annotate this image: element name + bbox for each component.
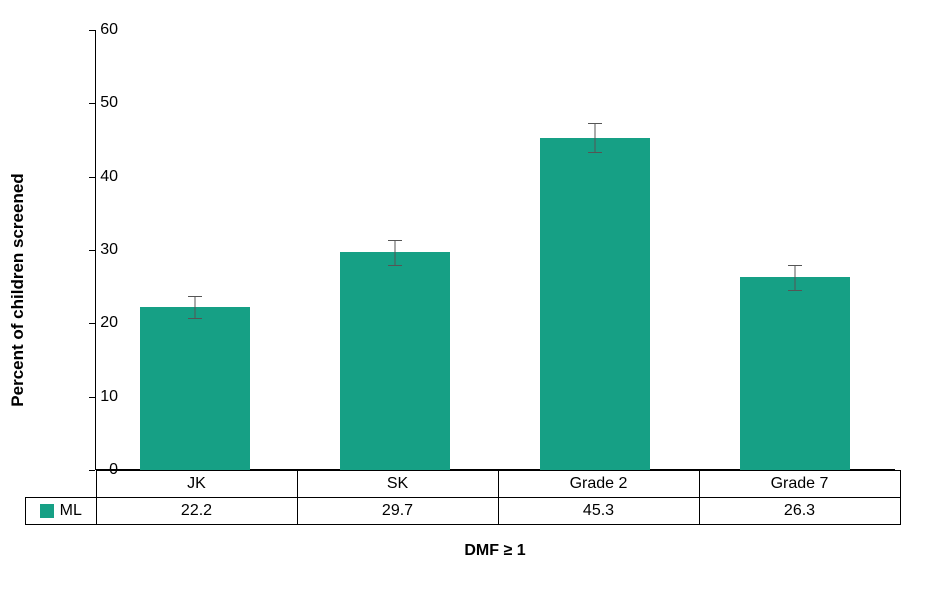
error-bar bbox=[195, 296, 196, 318]
plot-area bbox=[95, 30, 895, 470]
x-axis-label: DMF ≥ 1 bbox=[95, 542, 895, 560]
bar bbox=[740, 277, 850, 470]
value-cell: 45.3 bbox=[498, 498, 699, 525]
error-cap bbox=[388, 240, 402, 241]
error-cap bbox=[388, 265, 402, 266]
error-bar bbox=[795, 265, 796, 290]
error-cap bbox=[788, 290, 802, 291]
error-bar bbox=[395, 240, 396, 265]
bar bbox=[540, 138, 650, 470]
data-table: JKSKGrade 2Grade 7 ML 22.229.745.326.3 bbox=[25, 470, 901, 525]
ytick-label: 60 bbox=[78, 21, 118, 39]
error-cap bbox=[788, 265, 802, 266]
ytick-label: 20 bbox=[78, 314, 118, 332]
category-cell: Grade 7 bbox=[699, 471, 900, 498]
value-cell: 22.2 bbox=[96, 498, 297, 525]
error-bar bbox=[595, 123, 596, 152]
ytick-label: 10 bbox=[78, 388, 118, 406]
category-cell: SK bbox=[297, 471, 498, 498]
ytick-label: 40 bbox=[78, 168, 118, 186]
error-cap bbox=[588, 152, 602, 153]
ytick-label: 0 bbox=[78, 461, 118, 479]
bar bbox=[140, 307, 250, 470]
category-cell: Grade 2 bbox=[498, 471, 699, 498]
value-cell: 29.7 bbox=[297, 498, 498, 525]
bar bbox=[340, 252, 450, 470]
legend-cell: ML bbox=[26, 498, 97, 525]
y-axis-label: Percent of children screened bbox=[8, 173, 28, 406]
value-cell: 26.3 bbox=[699, 498, 900, 525]
category-cell: JK bbox=[96, 471, 297, 498]
error-cap bbox=[188, 296, 202, 297]
error-cap bbox=[188, 318, 202, 319]
chart-container: Percent of children screened JKSKGrade 2… bbox=[0, 0, 930, 603]
ytick-label: 30 bbox=[78, 241, 118, 259]
legend-swatch-icon bbox=[40, 504, 54, 518]
ytick-label: 50 bbox=[78, 94, 118, 112]
legend-label: ML bbox=[60, 502, 82, 520]
error-cap bbox=[588, 123, 602, 124]
